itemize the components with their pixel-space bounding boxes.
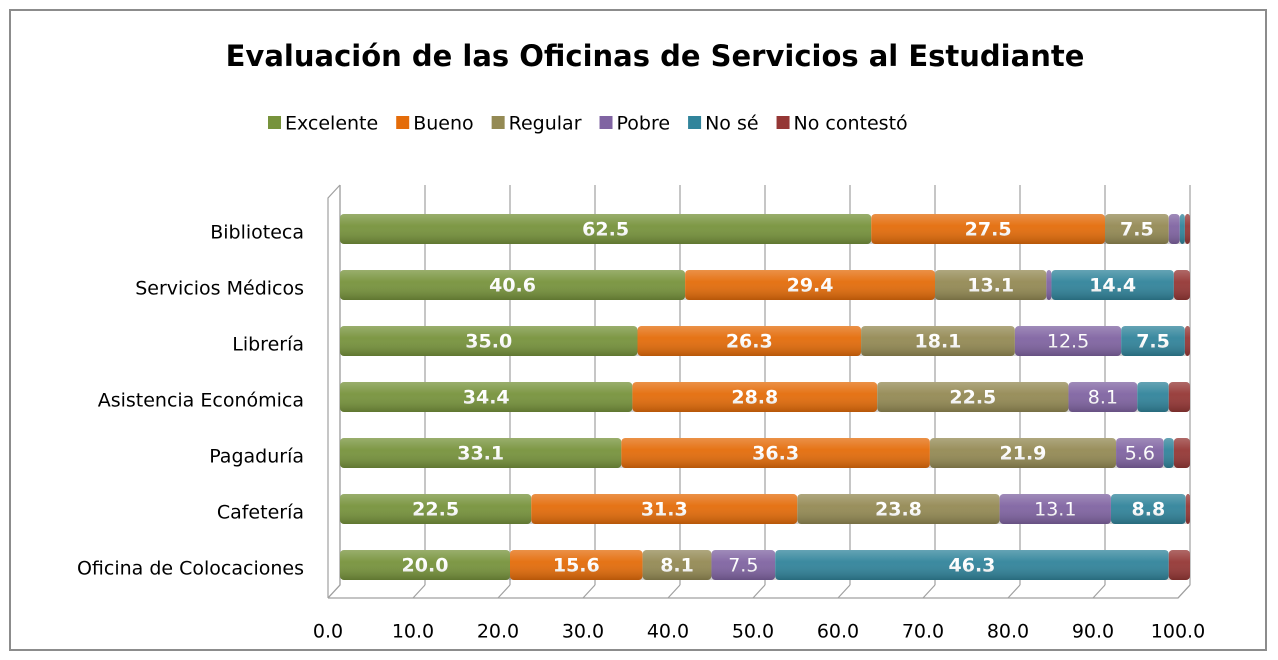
y-tick-label: Cafetería [217, 502, 304, 524]
data-label: 18.1 [915, 331, 962, 353]
x-tick-label: 40.0 [647, 621, 689, 643]
data-label: 26.3 [726, 331, 773, 353]
legend-swatch [688, 116, 702, 129]
y-tick-label: Oficina de Colocaciones [77, 558, 304, 580]
floor-line [497, 584, 511, 599]
data-label: 13.1 [967, 275, 1014, 297]
legend-swatch [599, 116, 613, 129]
data-label: 33.1 [457, 443, 504, 465]
bar-segment [1184, 326, 1190, 356]
bar-segment [1168, 550, 1190, 580]
data-label: 22.5 [949, 387, 996, 409]
data-label: 62.5 [582, 219, 629, 241]
data-label: 20.0 [402, 555, 449, 577]
y-tick-label: Asistencia Económica [98, 390, 304, 412]
bar-segment [1168, 214, 1180, 244]
floor-line [1177, 584, 1191, 599]
legend-label: Pobre [617, 113, 671, 135]
data-label: 12.5 [1047, 331, 1089, 353]
bar-segment [1137, 382, 1169, 412]
bar-segment [1173, 270, 1190, 300]
bar-segment [1046, 270, 1052, 300]
legend-swatch [491, 116, 505, 129]
floor-line [837, 584, 851, 599]
legend-label: Excelente [285, 113, 378, 135]
y-tick-label: Pagaduría [209, 446, 304, 468]
data-label: 8.1 [1088, 387, 1118, 409]
floor-line [412, 584, 426, 599]
floor-line [327, 584, 341, 599]
floor-line [667, 584, 681, 599]
data-label: 5.6 [1125, 443, 1155, 465]
data-label: 40.6 [489, 275, 536, 297]
data-label: 15.6 [553, 555, 600, 577]
x-tick-label: 20.0 [477, 621, 519, 643]
data-label: 21.9 [1000, 443, 1047, 465]
bar-segment [1173, 438, 1190, 468]
data-label: 29.4 [787, 275, 834, 297]
x-tick-label: 80.0 [987, 621, 1029, 643]
legend-swatch [268, 116, 281, 129]
x-tick-label: 60.0 [817, 621, 859, 643]
data-label: 46.3 [949, 555, 996, 577]
floor-line [582, 584, 596, 599]
data-label: 28.8 [731, 387, 778, 409]
legend-label: No sé [705, 113, 758, 135]
floor-line [1007, 584, 1021, 599]
y-tick-label: Librería [232, 334, 304, 356]
data-label: 8.8 [1132, 499, 1166, 521]
x-tick-label: 90.0 [1072, 621, 1114, 643]
x-tick-label: 10.0 [392, 621, 434, 643]
data-label: 7.5 [1120, 219, 1154, 241]
bar-segment [1168, 382, 1190, 412]
bar-segment [1185, 494, 1190, 524]
data-label: 35.0 [465, 331, 512, 353]
data-label: 36.3 [752, 443, 799, 465]
legend-swatch [776, 116, 790, 129]
floor-line [1092, 584, 1106, 599]
x-tick-label: 0.0 [313, 621, 343, 643]
data-label: 22.5 [412, 499, 459, 521]
x-tick-label: 50.0 [732, 621, 774, 643]
data-label: 27.5 [965, 219, 1012, 241]
x-tick-label: 30.0 [562, 621, 604, 643]
x-tick-label: 100.0 [1151, 621, 1205, 643]
floor-line [752, 584, 766, 599]
y-tick-label: Biblioteca [210, 222, 304, 244]
data-label: 34.4 [463, 387, 510, 409]
legend-label: Bueno [413, 113, 473, 135]
floor-line [922, 584, 936, 599]
chart-title: Evaluación de las Oficinas de Servicios … [226, 39, 1085, 73]
bar-segment [1184, 214, 1190, 244]
data-label: 31.3 [641, 499, 688, 521]
legend-swatch [396, 116, 410, 129]
bar-segment [1163, 438, 1174, 468]
data-label: 7.5 [1136, 331, 1170, 353]
legend-label: Regular [509, 113, 582, 135]
data-label: 7.5 [728, 555, 758, 577]
y-tick-label: Servicios Médicos [135, 278, 304, 300]
data-label: 23.8 [875, 499, 922, 521]
legend-label: No contestó [794, 113, 908, 135]
data-label: 14.4 [1089, 275, 1136, 297]
bar-segment [1179, 214, 1185, 244]
x-tick-label: 70.0 [902, 621, 944, 643]
data-label: 13.1 [1034, 499, 1076, 521]
data-label: 8.1 [660, 555, 694, 577]
